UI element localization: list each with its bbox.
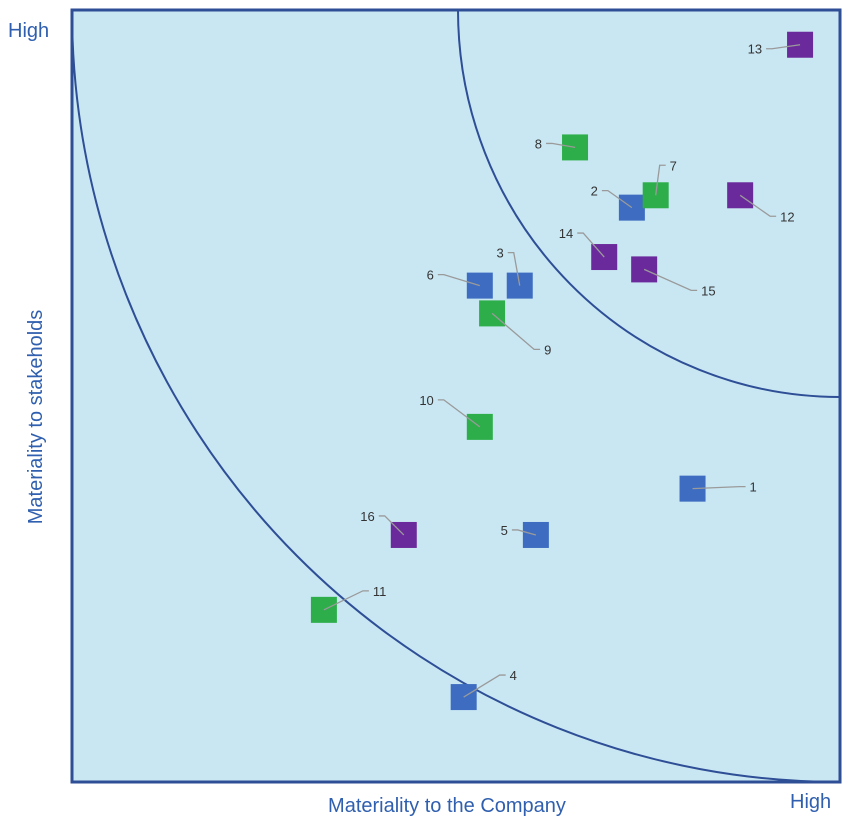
leader-line-13 — [766, 44, 801, 50]
point-label-13: 13 — [748, 42, 762, 57]
leader-line-3 — [507, 251, 521, 286]
data-point-12: 12 — [727, 182, 795, 224]
point-label-4: 4 — [510, 668, 517, 683]
plot-background — [72, 10, 840, 782]
data-point-2: 2 — [591, 184, 645, 221]
leader-line-10 — [437, 399, 481, 428]
data-point-1: 1 — [679, 475, 757, 502]
data-point-11: 11 — [310, 584, 387, 623]
leader-line-15 — [643, 268, 698, 292]
data-point-6: 6 — [427, 268, 493, 299]
leader-line-12 — [739, 194, 777, 217]
x-axis-high-label: High — [790, 791, 831, 813]
leader-line-4 — [463, 674, 506, 698]
leader-line-7 — [655, 164, 666, 196]
materiality-arcs — [71, 9, 841, 783]
leader-line-11 — [323, 590, 369, 611]
point-marker-13 — [787, 31, 814, 58]
point-label-15: 15 — [701, 283, 715, 298]
plot-frame — [70, 8, 842, 784]
inner-threshold-arc — [457, 9, 841, 398]
leader-line-14 — [577, 232, 605, 258]
data-point-13: 13 — [748, 31, 814, 58]
leader-line-16 — [378, 515, 405, 536]
leader-line-2 — [601, 189, 633, 209]
point-label-6: 6 — [427, 268, 434, 283]
point-label-8: 8 — [535, 136, 542, 151]
x-axis-label: Materiality to the Company — [328, 795, 566, 817]
data-point-14: 14 — [559, 226, 618, 271]
leader-line-9 — [491, 312, 541, 351]
leader-line-1 — [692, 485, 746, 490]
point-label-5: 5 — [501, 523, 508, 538]
data-point-5: 5 — [501, 521, 549, 548]
point-label-1: 1 — [750, 480, 757, 495]
point-label-3: 3 — [497, 246, 504, 261]
leader-line-8 — [546, 142, 576, 149]
data-point-8: 8 — [535, 134, 589, 161]
point-label-14: 14 — [559, 226, 573, 241]
y-axis-label: Materiality to stakeholds — [25, 310, 47, 525]
point-label-7: 7 — [670, 158, 677, 173]
data-point-16: 16 — [360, 509, 417, 548]
point-label-16: 16 — [360, 509, 374, 524]
data-point-4: 4 — [450, 668, 517, 711]
data-point-7: 7 — [642, 158, 677, 209]
data-point-9: 9 — [479, 300, 551, 357]
leader-line-5 — [511, 529, 537, 536]
data-point-3: 3 — [497, 246, 533, 299]
point-label-9: 9 — [544, 342, 551, 357]
y-axis-high-label: High — [8, 20, 49, 42]
data-point-10: 10 — [419, 393, 493, 440]
point-label-11: 11 — [373, 584, 387, 599]
point-label-2: 2 — [591, 184, 598, 199]
outer-threshold-arc — [71, 9, 841, 783]
point-label-10: 10 — [419, 393, 433, 408]
leader-line-6 — [437, 273, 480, 287]
point-label-12: 12 — [780, 209, 794, 224]
data-point-15: 15 — [631, 256, 716, 298]
